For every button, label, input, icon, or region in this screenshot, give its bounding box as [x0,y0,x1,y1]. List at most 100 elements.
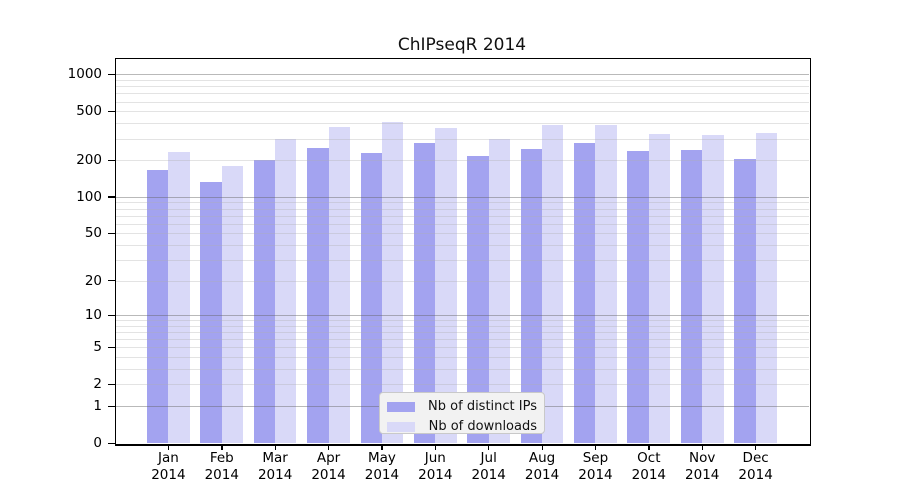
y-tick-mark [108,232,115,235]
bar-downloads-feb [221,166,244,443]
bar-distinct-ips-apr [307,147,329,443]
bar-downloads-jun [435,128,457,443]
gridline-minor [115,86,809,88]
bar-downloads-may [381,121,404,443]
legend-label-downloads: Nb of downloads [428,419,537,434]
gridline-minor [115,369,809,371]
bar-distinct-ips-may [360,152,382,443]
x-tick-label: Feb 2014 [204,450,239,483]
gridline-minor [115,325,809,327]
x-tick-label: Aug 2014 [524,450,560,483]
bar-distinct-ips-feb [200,182,222,443]
bar-downloads-sep [595,125,617,443]
x-tick-mark [167,445,170,450]
gridline-minor [115,93,809,95]
legend-label-distinct-ips: Nb of distinct IPs [428,399,537,414]
legend-item-distinct-ips: Nb of distinct IPs [387,399,537,414]
gridline-major [115,74,809,76]
gridline-minor [115,138,809,140]
x-tick-mark [381,445,383,450]
x-tick-mark [541,445,543,450]
bar-distinct-ips-jun [413,142,436,443]
y-tick-mark [108,442,115,444]
legend-item-downloads: Nb of downloads [387,419,537,434]
y-tick-mark [108,196,115,198]
gridline-minor [115,384,809,386]
bar-downloads-aug [542,125,564,443]
x-tick-label: Dec 2014 [738,450,773,483]
y-tick-mark [108,280,115,282]
x-tick-label: Mar 2014 [257,450,293,483]
gridline-minor [115,347,809,349]
bar-distinct-ips-jul [467,156,489,443]
x-tick-label: Oct 2014 [631,450,667,483]
y-tick-label: 1 [93,398,102,415]
gridline-major [115,196,809,198]
gridline-minor [115,208,809,210]
gridline-minor [115,101,809,103]
gridline-minor [115,332,809,334]
gridline-major [115,315,809,317]
gridline-minor [115,111,809,113]
bar-downloads-jul [488,139,511,443]
x-tick-mark [328,445,330,450]
y-tick-mark [108,314,115,316]
y-tick-mark [108,159,115,161]
y-tick-label: 5 [93,339,102,356]
x-tick-mark [701,445,704,450]
plot-area [115,58,809,443]
x-tick-mark [434,445,437,450]
y-tick-label: 20 [84,272,102,289]
y-tick-label: 1000 [67,66,102,83]
bar-downloads-jan [168,151,190,443]
gridline-minor [115,280,809,282]
x-tick-mark [221,445,223,450]
legend-swatch-distinct-ips [387,401,415,412]
bar-downloads-oct [648,134,671,443]
gridline-minor [115,215,809,217]
gridline-minor [115,123,809,125]
legend-swatch-downloads [387,421,415,432]
x-tick-label: Jun 2014 [418,450,453,483]
bar-distinct-ips-sep [574,142,596,443]
x-tick-label: Nov 2014 [685,450,720,483]
x-tick-label: Sep 2014 [578,450,613,483]
x-tick-mark [594,445,597,450]
bar-downloads-apr [328,127,350,443]
x-tick-label: May 2014 [364,450,400,483]
bar-downloads-mar [275,139,297,443]
bar-distinct-ips-nov [680,150,703,443]
gridline-minor [115,233,809,235]
bar-downloads-dec [755,133,777,443]
gridline-minor [115,320,809,322]
y-tick-mark [108,73,115,76]
y-tick-label: 10 [84,307,102,324]
gridline-minor [115,339,809,341]
bar-distinct-ips-dec [734,158,756,443]
x-tick-mark [488,445,490,450]
gridline-minor [115,223,809,225]
y-tick-label: 100 [76,188,102,205]
y-tick-mark [108,383,115,386]
x-tick-label: Jul 2014 [471,450,506,483]
gridline-minor [115,357,809,359]
gridline-minor [115,80,809,81]
gridline-minor [115,202,809,204]
y-tick-label: 200 [76,152,102,169]
bar-distinct-ips-jan [147,169,169,443]
bar-distinct-ips-mar [253,159,276,443]
gridline-minor [115,259,809,261]
y-tick-mark [108,346,115,349]
chart-title: ChIPseqR 2014 [397,35,527,55]
x-tick-mark [755,445,757,450]
y-tick-label: 0 [93,435,102,451]
y-tick-label: 50 [84,225,102,242]
x-tick-mark [648,445,650,450]
y-tick-mark [108,405,115,407]
x-tick-label: Apr 2014 [311,450,346,483]
bar-downloads-nov [702,134,724,443]
gridline-minor [115,160,809,162]
bar-distinct-ips-oct [627,151,649,443]
y-tick-label: 2 [93,376,102,393]
